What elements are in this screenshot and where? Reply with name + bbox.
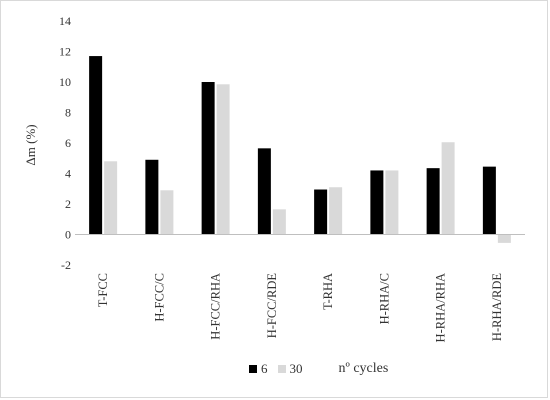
category-label: H-FCC/RDE <box>265 273 279 339</box>
bar-series-2-h-fcc-rha <box>216 84 230 235</box>
bar-series-1-h-rha-rha <box>426 168 440 235</box>
bar-series-1-h-fcc-c <box>145 159 159 235</box>
legend-title: nº cycles <box>338 361 389 376</box>
y-axis-label: Δm (%) <box>23 124 38 165</box>
y-tick-label: 4 <box>65 167 71 181</box>
bar-series-2-h-fcc-c <box>160 190 174 235</box>
bar-series-1-h-fcc-rha <box>201 82 215 235</box>
category-label: H-FCC/RHA <box>209 273 223 340</box>
legend-label-series-1: 6 <box>261 361 268 376</box>
legend-swatch-series-1 <box>249 365 257 373</box>
y-tick-label: 2 <box>65 197 71 211</box>
category-label: T-RHA <box>321 273 335 310</box>
bar-series-2-h-rha-c <box>385 170 399 235</box>
bar-series-1-h-fcc-rde <box>257 148 271 235</box>
category-label: T-FCC <box>96 273 110 307</box>
y-tick-label: 0 <box>65 228 71 242</box>
category-label: H-RHA/C <box>377 273 391 324</box>
legend-swatch-series-2 <box>277 365 286 373</box>
bar-series-1-t-rha <box>314 189 328 235</box>
bar-series-1-h-rha-c <box>370 170 384 235</box>
category-labels: T-FCC H-FCC/C H-FCC/RHA H-FCC/RDE T-RHA H-RHA… <box>96 273 504 343</box>
y-tick-labels: -2 0 2 4 6 8 10 12 14 <box>59 14 71 272</box>
bar-series-2-t-rha <box>329 187 343 235</box>
bar-series-2-h-rha-rha <box>441 142 455 235</box>
bar-series-2-t-fcc <box>104 161 118 235</box>
category-label: H-FCC/C <box>152 273 166 322</box>
bar-series-2-h-rha-rde <box>497 234 511 243</box>
bar-series-2-h-fcc-rde <box>272 209 286 235</box>
category-label: H-RHA/RDE <box>490 273 504 341</box>
y-tick-label: 10 <box>59 75 71 89</box>
bar-series-1-h-rha-rde <box>482 166 496 235</box>
bar-series-1-t-fcc <box>89 56 103 235</box>
y-tick-label: 12 <box>59 45 71 59</box>
category-label: H-RHA/RHA <box>434 273 448 342</box>
y-tick-label: 14 <box>59 14 71 28</box>
y-tick-label: 6 <box>65 136 71 150</box>
legend-label-series-2: 30 <box>289 361 303 376</box>
y-tick-label: -2 <box>61 258 71 272</box>
bars <box>89 56 511 243</box>
y-tick-label: 8 <box>65 106 71 120</box>
legend: 6 30 nº cycles <box>249 359 388 379</box>
